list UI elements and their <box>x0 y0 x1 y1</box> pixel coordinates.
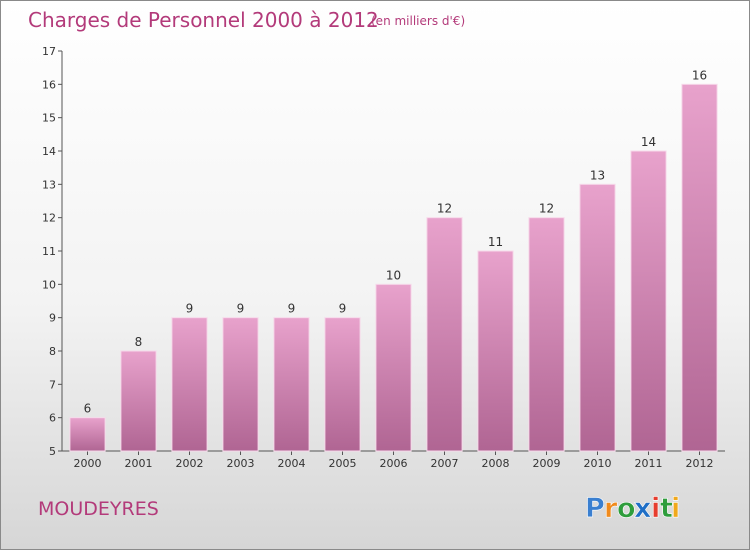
y-tick-label: 10 <box>42 278 56 291</box>
y-tick-label: 8 <box>49 345 56 358</box>
x-tick-label: 2005 <box>329 457 357 470</box>
bar <box>69 417 106 452</box>
y-tick-label: 12 <box>42 212 56 225</box>
data-label: 9 <box>237 302 245 316</box>
x-tick-label: 2007 <box>431 457 459 470</box>
logo-letter: i <box>671 493 680 524</box>
bar <box>477 250 514 452</box>
data-label: 6 <box>84 402 92 416</box>
y-tick-label: 15 <box>42 112 56 125</box>
x-tick-label: 2003 <box>227 457 255 470</box>
logo-letter: t <box>660 493 673 524</box>
y-tick-label: 5 <box>49 445 56 458</box>
bar <box>579 183 616 452</box>
data-label: 16 <box>692 68 707 82</box>
tick-labels: 5 6 7 8 9 10 11 12 13 14 15 16 17 2000 2001 2002 2003 200… <box>42 45 714 470</box>
bar <box>273 317 310 452</box>
y-tick-label: 14 <box>42 145 56 158</box>
bar <box>681 83 718 452</box>
bar <box>375 283 412 452</box>
y-tick-label: 13 <box>42 178 56 191</box>
x-tick-label: 2008 <box>482 457 510 470</box>
y-tick-label: 16 <box>42 78 56 91</box>
logo-letter: P <box>585 493 605 524</box>
logo-letter: r <box>604 493 618 524</box>
y-tick-label: 9 <box>49 312 56 325</box>
x-tick-label: 2012 <box>686 457 714 470</box>
data-label: 12 <box>437 202 452 216</box>
bar <box>630 150 667 452</box>
y-tick-label: 6 <box>49 412 56 425</box>
bars: 6 8 9 9 9 9 10 12 11 12 13 14 16 <box>69 68 718 452</box>
y-tick-label: 11 <box>42 245 56 258</box>
data-label: 13 <box>590 168 605 182</box>
data-label: 12 <box>539 202 554 216</box>
data-label: 11 <box>488 235 503 249</box>
bar <box>120 350 157 452</box>
data-label: 10 <box>386 268 401 282</box>
bar <box>528 217 565 452</box>
data-label: 9 <box>288 302 296 316</box>
x-tick-label: 2001 <box>125 457 153 470</box>
logo-letter: x <box>634 493 651 524</box>
x-tick-label: 2011 <box>635 457 663 470</box>
logo-letter: i <box>651 493 660 524</box>
x-tick-label: 2000 <box>74 457 102 470</box>
x-tick-label: 2002 <box>176 457 204 470</box>
x-tick-label: 2004 <box>278 457 306 470</box>
bar <box>324 317 361 452</box>
chart-title: Charges de Personnel 2000 à 2012 <box>28 8 379 32</box>
data-label: 14 <box>641 135 656 149</box>
x-tick-label: 2009 <box>533 457 561 470</box>
data-label: 9 <box>339 302 347 316</box>
logo-letter: o <box>617 493 636 524</box>
x-tick-label: 2006 <box>380 457 408 470</box>
x-tick-label: 2010 <box>584 457 612 470</box>
data-label: 9 <box>186 302 194 316</box>
bar <box>426 217 463 452</box>
chart-unit-label: (en milliers d'€) <box>371 14 465 28</box>
commune-name: MOUDEYRES <box>38 498 159 520</box>
data-label: 8 <box>135 335 143 349</box>
bar <box>171 317 208 452</box>
y-tick-label: 17 <box>42 45 56 58</box>
y-tick-label: 7 <box>49 378 56 391</box>
bar <box>222 317 259 452</box>
